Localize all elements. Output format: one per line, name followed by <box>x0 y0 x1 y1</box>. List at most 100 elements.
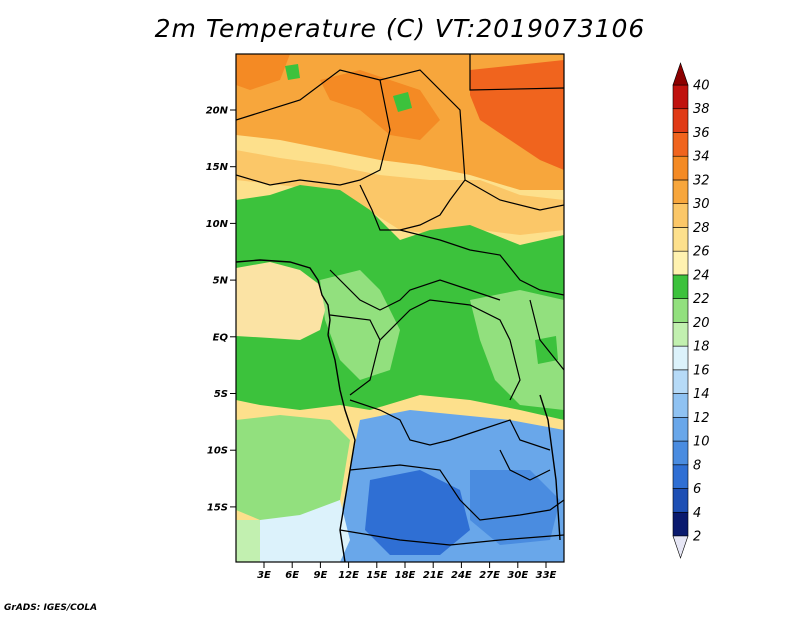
colorbar-segment <box>672 132 689 157</box>
border-line <box>359 69 466 231</box>
field-light-green-b <box>470 290 564 410</box>
grads-credit: GrADS: IGES/COLA <box>4 603 98 613</box>
colorbar-segment <box>672 274 689 299</box>
colorbar-label: 22 <box>693 292 710 307</box>
colorbar-segment <box>672 464 689 489</box>
colorbar-segment <box>672 227 689 252</box>
colorbar-label: 4 <box>693 506 701 521</box>
colorbar-segment <box>672 488 689 513</box>
field-lake-victoria <box>535 336 558 364</box>
x-axis: 3E 6E 9E 12E 15E 18E 21E 24E 27E 30E 33E <box>257 562 557 581</box>
border-line <box>399 229 564 296</box>
colorbar-label: 18 <box>693 340 710 355</box>
border-line <box>379 299 521 401</box>
colorbar-segment <box>672 369 689 394</box>
x-tick-label: 27E <box>479 570 500 581</box>
field-cooler-south <box>365 470 470 555</box>
colorbar-label: 24 <box>693 268 710 283</box>
field-very-hot <box>470 60 564 170</box>
y-tick-label: 5S <box>214 389 228 400</box>
colorbar-label: 40 <box>693 79 710 94</box>
colorbar-segment <box>672 511 689 537</box>
field-pale-sw <box>260 500 350 562</box>
colorbar-segment <box>672 417 689 442</box>
x-tick-label: 9E <box>314 570 328 581</box>
field-light-green-c <box>236 415 350 520</box>
colorbar-bottom-arrow <box>672 535 689 559</box>
y-tick-label: 5N <box>213 276 229 287</box>
field-green-belt <box>236 185 564 420</box>
field-very-hot-2 <box>320 70 440 140</box>
field-highland-1 <box>285 64 300 80</box>
colorbar-segment <box>672 179 689 204</box>
coast-east <box>539 394 561 541</box>
border-line <box>349 399 551 451</box>
y-tick-label: 10N <box>206 219 229 230</box>
x-tick-label: 18E <box>395 570 416 581</box>
x-tick-label: 33E <box>536 570 557 581</box>
y-tick-label: EQ <box>213 332 229 343</box>
colorbar-segment <box>672 84 689 110</box>
colorbar-segment <box>672 298 689 323</box>
field-light-green-a <box>320 270 400 380</box>
plot-frame <box>235 53 565 563</box>
y-tick-label: 20N <box>206 106 229 117</box>
y-tick-label: 10S <box>207 446 228 457</box>
y-tick-label: 15S <box>207 502 228 513</box>
border-line <box>349 464 564 521</box>
country-borders <box>236 54 564 546</box>
field-very-hot-3 <box>236 54 290 90</box>
x-tick-label: 3E <box>257 570 271 581</box>
x-tick-label: 30E <box>507 570 528 581</box>
colorbar-label: 12 <box>693 411 710 426</box>
colorbar-label: 2 <box>693 530 701 545</box>
colorbar-label: 30 <box>693 197 710 212</box>
x-tick-label: 21E <box>423 570 444 581</box>
temperature-field <box>236 54 564 562</box>
colorbar-segment <box>672 108 689 133</box>
x-tick-label: 24E <box>451 570 472 581</box>
colorbar-segment <box>672 203 689 228</box>
border-line <box>236 69 391 186</box>
border-line <box>339 529 564 546</box>
colorbar-segment <box>672 155 689 181</box>
colorbar-label: 20 <box>693 316 710 331</box>
colorbar-label: 38 <box>693 102 710 117</box>
coast-west-africa <box>236 259 331 336</box>
field-warm-sahel <box>236 150 564 235</box>
colorbar-label: 10 <box>693 435 710 450</box>
y-axis: 20N 15N 10N 5N EQ 5S 10S 15S <box>206 106 236 513</box>
colorbar-segment <box>672 393 689 418</box>
border-line <box>499 449 551 481</box>
colorbar-label: 26 <box>693 245 710 260</box>
map-title: 2m Temperature (C) VT:2019073106 <box>154 14 646 43</box>
x-tick-label: 15E <box>366 570 387 581</box>
colorbar-segment <box>672 440 689 466</box>
field-highland-2 <box>393 92 412 112</box>
colorbar-top-arrow <box>672 62 689 86</box>
x-tick-label: 12E <box>338 570 359 581</box>
border-line <box>464 179 564 211</box>
colorbar-label: 28 <box>693 221 710 236</box>
colorbar-label: 16 <box>693 363 710 378</box>
coastline <box>236 259 561 562</box>
colorbar-segment <box>672 345 689 371</box>
colorbar-label: 36 <box>693 126 710 141</box>
colorbar-label: 14 <box>693 387 710 402</box>
field-pale-coast <box>236 520 260 562</box>
x-tick-label: 6E <box>285 570 299 581</box>
border-line <box>329 269 501 311</box>
field-gulf-sea <box>236 262 325 340</box>
colorbar-label: 8 <box>693 458 701 473</box>
colorbar-label: 32 <box>693 173 710 188</box>
border-line <box>529 299 564 371</box>
y-tick-label: 15N <box>206 162 229 173</box>
colorbar-segment <box>672 322 689 347</box>
field-cool-east <box>470 470 560 545</box>
colorbar-segment <box>672 250 689 276</box>
coast-gabon-angola <box>327 334 356 562</box>
border-line <box>469 54 564 91</box>
colorbar-label: 34 <box>693 150 710 165</box>
